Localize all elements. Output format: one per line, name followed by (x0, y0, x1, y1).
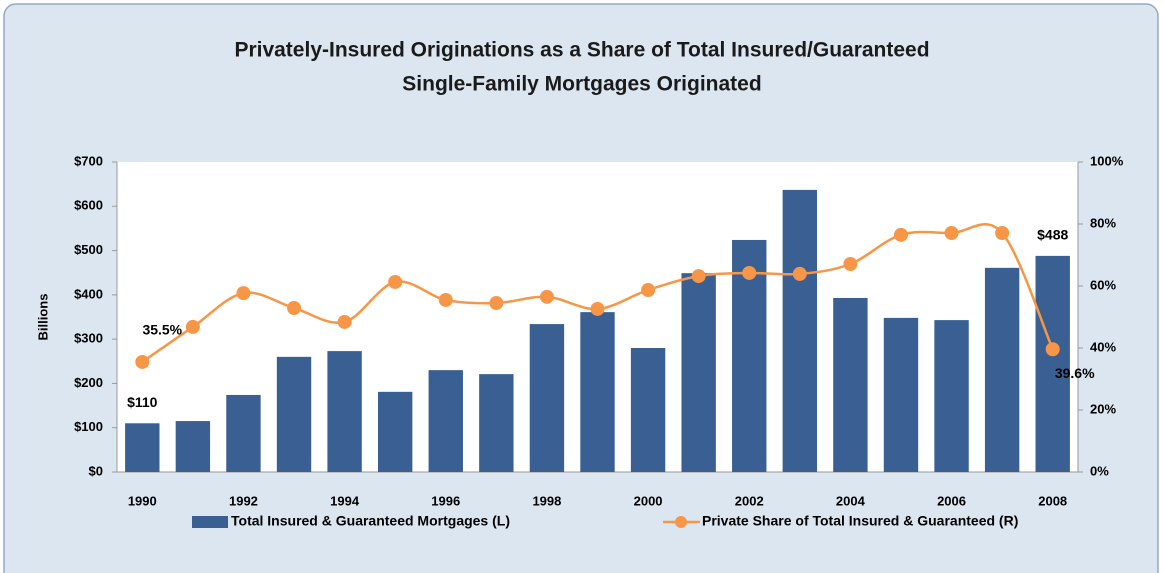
line-marker (135, 354, 150, 369)
bar (984, 267, 1020, 472)
bar (125, 423, 160, 472)
line-marker (742, 265, 757, 280)
line-marker (944, 225, 959, 240)
bar (479, 374, 514, 472)
bar (276, 356, 312, 472)
data-label: 39.6% (1055, 365, 1095, 381)
bar (1035, 255, 1070, 472)
line-marker (489, 296, 504, 311)
line-marker (995, 225, 1010, 240)
line-marker (185, 319, 200, 334)
line-marker (236, 286, 251, 301)
y-tick-label: $0 (89, 463, 103, 478)
bar (226, 394, 261, 472)
bar (883, 317, 919, 472)
y-tick-label: $100 (74, 419, 103, 434)
y-tick-label: $600 (74, 198, 103, 213)
y2-tick-label: 60% (1090, 277, 1116, 292)
y-tick-label: $200 (74, 375, 103, 390)
x-tick-label: 1996 (431, 493, 460, 508)
line-marker (539, 289, 554, 304)
y2-tick-label: 20% (1090, 401, 1116, 416)
y2-tick-label: 80% (1090, 215, 1116, 230)
bar (327, 351, 362, 472)
line-marker (337, 314, 352, 329)
x-tick-label: 2000 (634, 493, 663, 508)
line-marker (590, 301, 605, 316)
line-marker (1045, 342, 1060, 357)
line-marker (691, 269, 706, 284)
bar (630, 348, 666, 472)
x-tick-label: 1998 (532, 493, 561, 508)
line-marker (893, 227, 908, 242)
line-marker (843, 256, 858, 271)
legend-swatch (192, 516, 228, 528)
line-marker (792, 266, 807, 281)
x-tick-label: 2004 (836, 493, 866, 508)
x-tick-label: 1994 (330, 493, 360, 508)
bar (934, 320, 969, 472)
data-label: $110 (127, 394, 158, 410)
bar (580, 312, 615, 472)
bar (681, 273, 716, 472)
y-tick-label: $500 (74, 242, 103, 257)
x-tick-label: 2006 (937, 493, 966, 508)
bar (377, 391, 413, 472)
data-label: $488 (1037, 227, 1068, 243)
chart-title: Single-Family Mortgages Originated (402, 73, 761, 96)
x-tick-label: 2008 (1038, 493, 1067, 508)
y-tick-label: $300 (74, 331, 103, 346)
line-marker (388, 274, 403, 289)
legend-label: Private Share of Total Insured & Guarant… (702, 513, 1018, 529)
y-tick-label: $400 (74, 286, 103, 301)
legend-swatch (675, 516, 687, 528)
line-marker (287, 301, 302, 316)
x-tick-label: 1992 (229, 493, 258, 508)
y-axis-label: Billions (35, 294, 50, 341)
x-tick-label: 2002 (735, 493, 764, 508)
chart-title: Privately-Insured Originations as a Shar… (234, 39, 929, 62)
y2-tick-label: 100% (1090, 153, 1124, 168)
bar (428, 370, 463, 472)
legend-label: Total Insured & Guaranteed Mortgages (L) (231, 513, 510, 529)
y2-tick-label: 40% (1090, 339, 1116, 354)
x-tick-label: 1990 (128, 493, 157, 508)
y-tick-label: $700 (74, 153, 103, 168)
line-marker (438, 292, 453, 307)
data-label: 35.5% (142, 322, 182, 338)
line-marker (641, 283, 656, 298)
bar (782, 189, 818, 472)
bar (175, 421, 211, 472)
y2-tick-label: 0% (1090, 463, 1109, 478)
bar (833, 297, 868, 472)
bar (529, 324, 565, 472)
